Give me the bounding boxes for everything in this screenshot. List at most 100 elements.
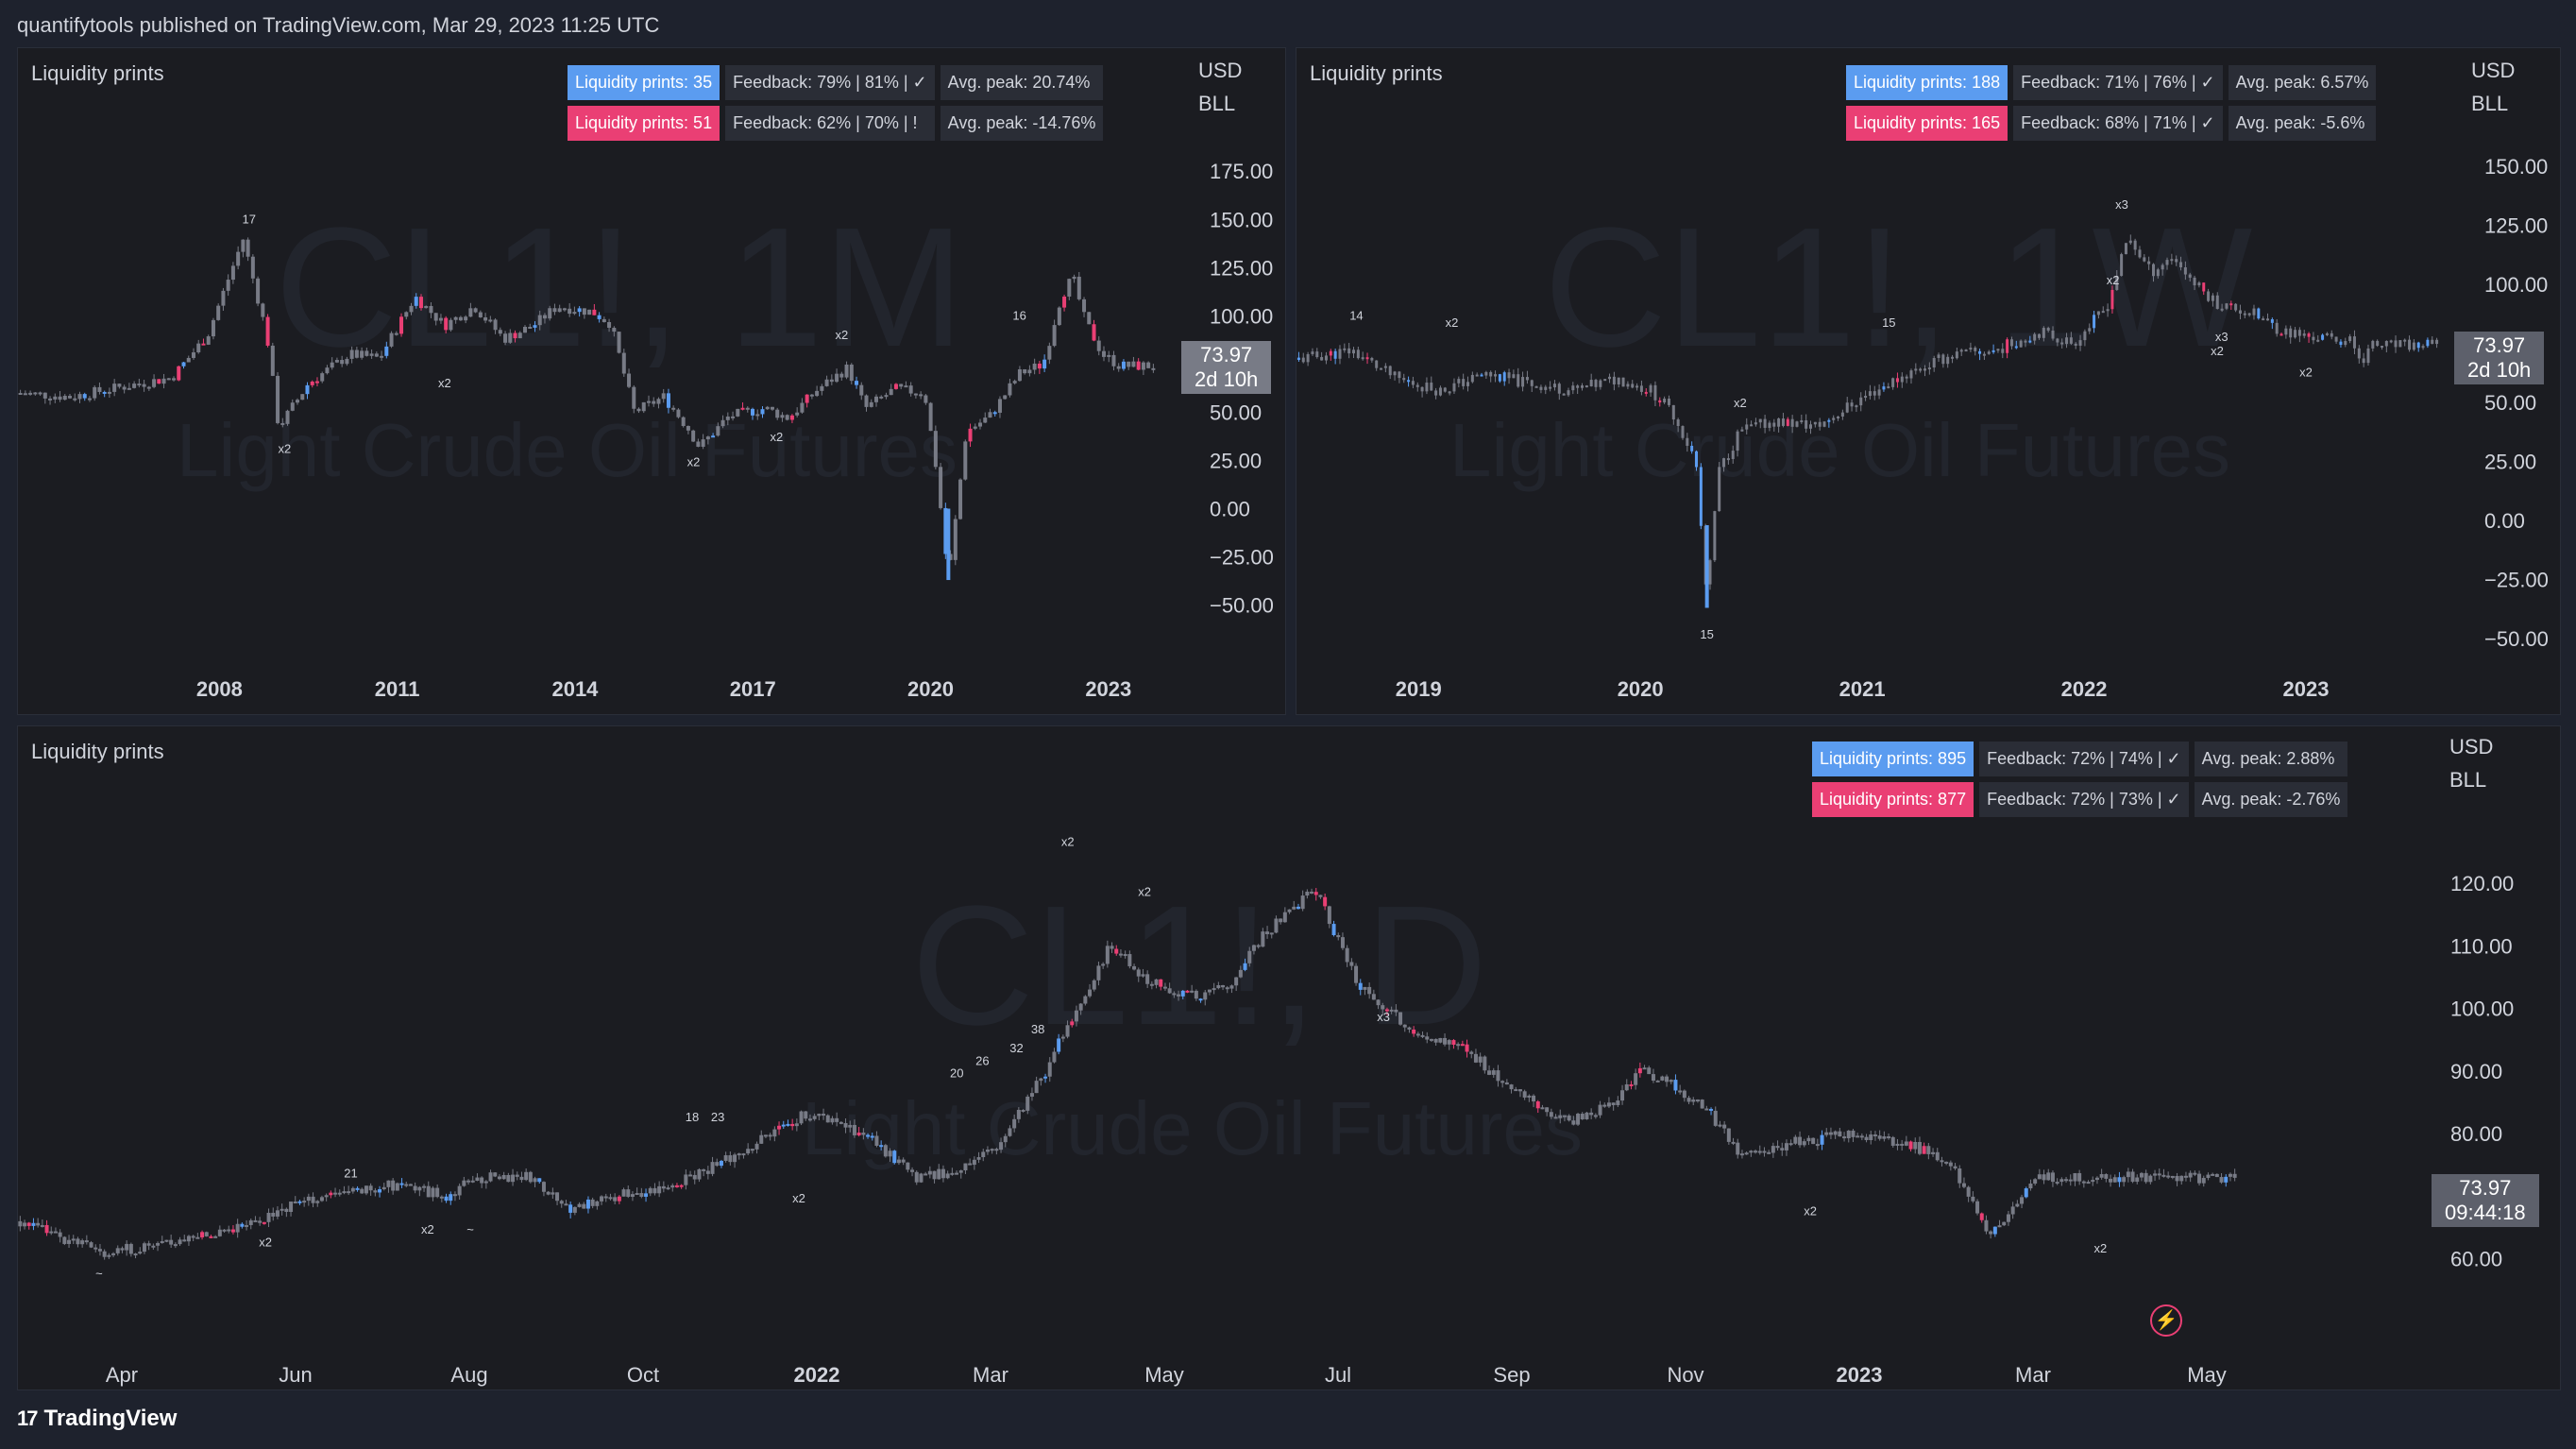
candle-body <box>2435 339 2439 345</box>
candle-body <box>1678 1090 1683 1093</box>
bull-prints-count: Liquidity prints: 895 <box>1812 742 1974 776</box>
candle-body <box>222 1229 227 1232</box>
candle-body <box>2122 1177 2127 1183</box>
chart-panel-monthly[interactable]: CL1!, 1M Light Crude Oil Futures 175.00 1… <box>17 47 1286 715</box>
candle-body <box>186 357 191 363</box>
last-price-tag: 73.97 2d 10h <box>2454 332 2545 384</box>
candle-body <box>1415 1033 1420 1036</box>
candle-body <box>1389 1009 1394 1012</box>
candle-body <box>804 1111 808 1119</box>
liquidity-annotation: 16 <box>1012 308 1025 322</box>
price-chart[interactable]: 120.00110.00100.0090.0080.0070.0060.00Ap… <box>18 726 2560 1389</box>
candle-body <box>1487 1070 1492 1075</box>
y-axis-tick-label: 0.00 <box>1210 498 1250 521</box>
candle-body <box>856 1133 861 1135</box>
candle-body <box>340 360 345 365</box>
candle-body <box>1585 385 1588 388</box>
liquidity-annotation: x2 <box>2094 1241 2108 1255</box>
candle-body <box>1146 362 1151 368</box>
candle-body <box>2294 330 2297 338</box>
candle-body <box>927 1170 932 1175</box>
x-axis-tick-label: 2019 <box>1396 677 1442 701</box>
candle-body <box>1017 368 1022 382</box>
bull-avg-peak: Avg. peak: 2.88% <box>2194 742 2348 776</box>
candle-body <box>2289 328 2293 338</box>
candle-body <box>464 316 468 321</box>
candle-body <box>80 1240 85 1245</box>
candle-body <box>270 345 275 376</box>
candle-body <box>2161 264 2164 270</box>
candle-body <box>82 394 87 399</box>
candle-body <box>1704 1108 1709 1111</box>
candle-body <box>517 332 522 339</box>
candle-body <box>790 1123 795 1127</box>
candle-body <box>1673 1080 1678 1091</box>
candle-body <box>1987 351 1991 354</box>
candle-body <box>2170 1175 2175 1178</box>
candle-body <box>794 1123 799 1127</box>
last-price-tag: 73.97 09:44:18 <box>2432 1174 2539 1227</box>
candle-body <box>741 1153 746 1156</box>
currency-label[interactable]: USD BLL <box>1198 54 1242 120</box>
candle-body <box>939 467 943 508</box>
candle-body <box>256 278 261 304</box>
liquidity-annotation: x2 <box>421 1222 434 1236</box>
brand-footer[interactable]: 17 TradingView <box>17 1406 177 1432</box>
currency-label[interactable]: USD BLL <box>2471 54 2515 120</box>
candle-body <box>2214 1173 2219 1178</box>
liquidity-annotation: x2 <box>279 441 292 455</box>
candle-body <box>261 303 265 317</box>
x-axis-tick-label: 2023 <box>2283 677 2330 701</box>
candle-body <box>2220 308 2224 311</box>
candle-body <box>1754 422 1757 425</box>
candle-body <box>2183 266 2187 275</box>
candle-body <box>1443 1037 1448 1045</box>
candle-body <box>1864 396 1868 399</box>
candle-body <box>1750 424 1754 427</box>
candle-body <box>648 1187 652 1194</box>
candle-body <box>235 1223 240 1233</box>
candle-body <box>1121 361 1126 369</box>
chart-panel-daily[interactable]: CL1!, D Light Crude Oil Futures 120.00 11… <box>17 725 2561 1390</box>
currency-label[interactable]: USD BLL <box>2449 730 2493 796</box>
candle-body <box>182 1239 187 1242</box>
candle-body <box>688 1174 693 1177</box>
candle-body <box>1955 351 1958 359</box>
candle-body <box>879 396 884 399</box>
price-chart[interactable]: 175.00150.00125.00100.0075.0050.0025.000… <box>18 48 1285 714</box>
candle-body <box>2371 340 2375 349</box>
candle-body <box>1984 1219 1989 1232</box>
lightning-icon[interactable]: ⚡ <box>2150 1304 2182 1337</box>
candle-body <box>391 1180 396 1191</box>
candle-body <box>736 408 740 417</box>
candle-body <box>1320 357 1324 361</box>
candle-body <box>2081 1181 2086 1184</box>
candle-body <box>125 1243 129 1251</box>
liquidity-annotation: 23 <box>711 1110 724 1124</box>
candle-body <box>1420 1034 1425 1037</box>
candle-body <box>1731 1141 1736 1144</box>
candle-body <box>466 1180 471 1183</box>
candle-body <box>1361 357 1364 360</box>
candle-body <box>217 1229 222 1236</box>
price-chart[interactable]: 150.00125.00100.0075.0050.0025.000.00−25… <box>1296 48 2560 714</box>
candle-body <box>750 1149 754 1151</box>
candle-body <box>1354 965 1359 983</box>
candle-body <box>864 395 869 407</box>
liquidity-annotation: 20 <box>950 1066 963 1081</box>
candle-body <box>2104 1174 2109 1179</box>
candle-body <box>2006 1214 2010 1222</box>
candle-body <box>582 308 586 315</box>
candle-body <box>696 441 701 447</box>
candle-body <box>626 1189 631 1197</box>
candle-body <box>2321 334 2325 340</box>
candle-body <box>978 422 983 427</box>
chart-panel-weekly[interactable]: CL1!, 1W Light Crude Oil Futures 150.00 1… <box>1296 47 2561 715</box>
liquidity-annotation: x2 <box>1061 834 1075 848</box>
candle-body <box>1072 276 1076 280</box>
candle-body <box>1966 1186 1971 1197</box>
candle-body <box>994 1149 999 1151</box>
candle-body <box>1525 377 1529 381</box>
candle-body <box>345 358 349 365</box>
candle-body <box>874 1135 879 1146</box>
